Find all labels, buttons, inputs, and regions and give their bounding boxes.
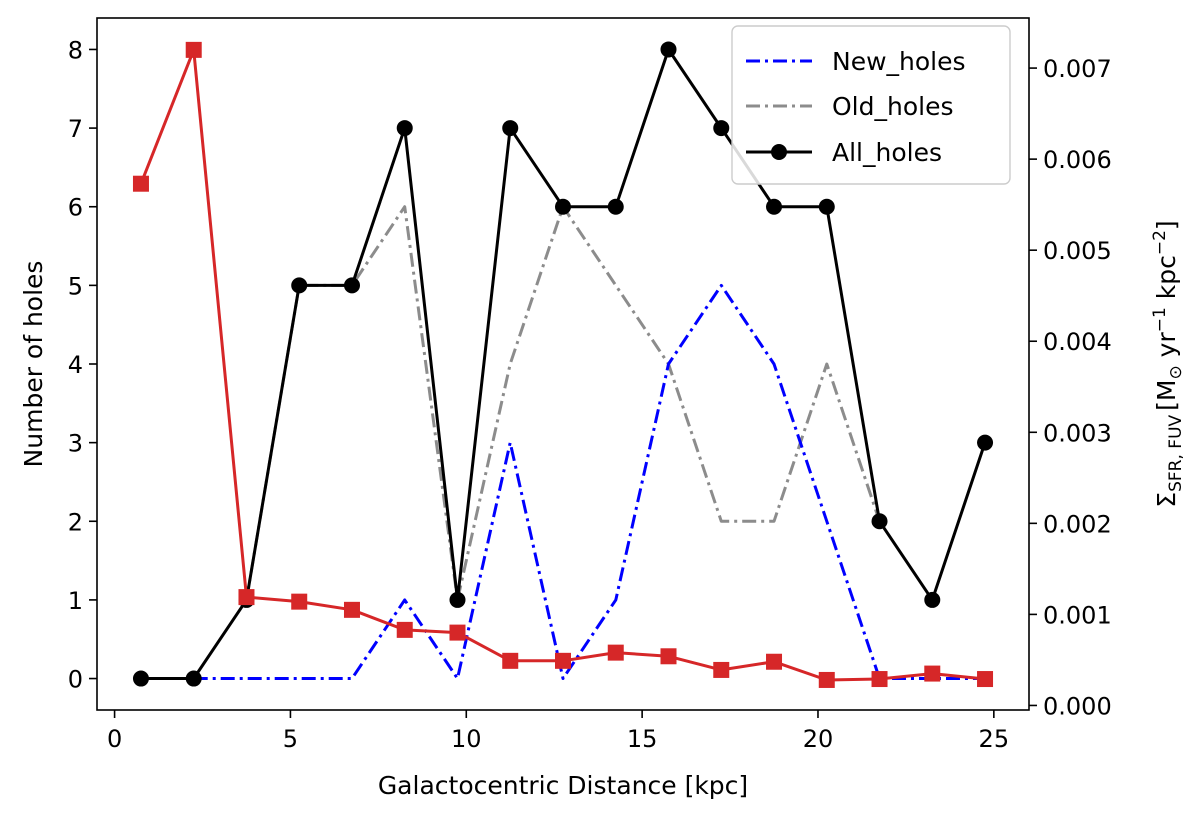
- series-line-new-holes: [193, 283, 985, 680]
- y-left-tick-label: 4: [68, 351, 83, 379]
- y-right-yr-exponent: −1: [1150, 307, 1170, 332]
- legend-box: [731, 25, 1011, 185]
- y-right-tick-label: 0.002: [1043, 510, 1112, 538]
- y-right-subscript: SFR, FUV: [1166, 414, 1186, 491]
- point-all-holes: [555, 198, 571, 215]
- x-tick-label: 15: [627, 725, 658, 753]
- y-left-tick-label: 2: [68, 508, 83, 536]
- point-all-holes: [132, 670, 149, 687]
- y-right-tick-label: 0.001: [1043, 601, 1112, 629]
- y-right-tick-label: 0.003: [1043, 419, 1112, 447]
- point-sigma-sfr-fuv: [766, 653, 783, 670]
- axis-ticks: 0 5 10 15 20 25 0 1 2 3 4 5 6 7 8 0.000 0.001 0.002 0.003 0…: [68, 36, 1112, 753]
- point-sigma-sfr-fuv: [818, 671, 835, 688]
- series-layer: [132, 41, 994, 688]
- y-right-yr: yr: [1152, 332, 1181, 366]
- legend-label-old-holes: Old_holes: [832, 92, 953, 121]
- y-right-tick-label: 0.004: [1043, 328, 1112, 356]
- point-all-holes: [766, 198, 783, 215]
- point-sigma-sfr-fuv: [607, 644, 624, 661]
- legend-label-all-holes: All_holes: [832, 138, 942, 167]
- point-all-holes: [607, 198, 624, 215]
- series-old-holes: [245, 205, 881, 602]
- point-sigma-sfr-fuv: [502, 652, 519, 669]
- x-tick-label: 10: [451, 725, 482, 753]
- series-new-holes: [193, 283, 985, 680]
- x-tick-label: 20: [803, 725, 834, 753]
- point-all-holes: [449, 591, 466, 608]
- point-sigma-sfr-fuv: [238, 589, 255, 606]
- y-right-tick-label: 0.000: [1043, 692, 1112, 720]
- legend: New_holes Old_holes All_holes: [731, 25, 1011, 185]
- y-right-tick-label: 0.006: [1043, 146, 1112, 174]
- point-all-holes: [871, 513, 888, 530]
- y-right-bracket-open: [M: [1152, 380, 1181, 411]
- point-sigma-sfr-fuv: [660, 648, 677, 665]
- point-sigma-sfr-fuv: [924, 665, 941, 682]
- x-tick-label: 5: [283, 725, 298, 753]
- y-right-bracket-close: ]: [1152, 220, 1181, 230]
- y-left-tick-label: 3: [68, 430, 83, 458]
- y-right-kpc: kpc: [1152, 255, 1181, 307]
- point-sigma-sfr-fuv: [871, 671, 888, 688]
- point-all-holes: [977, 434, 994, 451]
- point-all-holes: [185, 670, 202, 687]
- point-all-holes: [713, 120, 730, 137]
- y-axis-left-title: Number of holes: [19, 261, 48, 468]
- point-sigma-sfr-fuv: [555, 652, 571, 669]
- point-all-holes: [924, 591, 941, 608]
- y-right-tick-label: 0.007: [1043, 55, 1112, 83]
- y-left-tick-label: 8: [68, 36, 83, 64]
- point-all-holes: [502, 120, 519, 137]
- y-axis-right-title: ΣSFR, FUV [M⊙ yr−1 kpc−2]: [1150, 220, 1186, 507]
- series-line-old-holes: [245, 205, 881, 602]
- y-left-tick-label: 0: [68, 666, 83, 694]
- point-all-holes: [660, 41, 677, 58]
- point-all-holes: [343, 277, 360, 294]
- y-left-tick-label: 1: [68, 587, 83, 615]
- point-sigma-sfr-fuv: [713, 661, 730, 678]
- point-sigma-sfr-fuv: [291, 593, 308, 610]
- series-sigma-sfr-fuv: [132, 41, 994, 688]
- y-right-sigma: Σ: [1152, 492, 1181, 508]
- point-sigma-sfr-fuv: [132, 175, 149, 192]
- point-all-holes: [818, 198, 835, 215]
- y-right-tick-label: 0.005: [1043, 237, 1112, 265]
- y-left-tick-label: 5: [68, 272, 83, 300]
- point-all-holes: [396, 120, 413, 137]
- point-sigma-sfr-fuv: [977, 671, 994, 688]
- y-left-tick-label: 7: [68, 115, 83, 143]
- point-sigma-sfr-fuv: [396, 621, 413, 638]
- legend-label-new-holes: New_holes: [832, 47, 966, 76]
- y-right-sun-symbol: ⊙: [1166, 365, 1186, 379]
- x-tick-label: 0: [107, 725, 122, 753]
- point-sigma-sfr-fuv: [449, 624, 466, 641]
- point-all-holes: [291, 277, 308, 294]
- point-sigma-sfr-fuv: [185, 41, 202, 58]
- legend-marker-all-holes: [771, 144, 787, 160]
- y-left-tick-label: 6: [68, 194, 83, 222]
- x-axis-title: Galactocentric Distance [kpc]: [378, 771, 748, 800]
- x-tick-label: 25: [979, 725, 1010, 753]
- plot-frame: [96, 17, 1030, 711]
- y-right-kpc-exponent: −2: [1150, 230, 1170, 255]
- point-sigma-sfr-fuv: [343, 601, 360, 618]
